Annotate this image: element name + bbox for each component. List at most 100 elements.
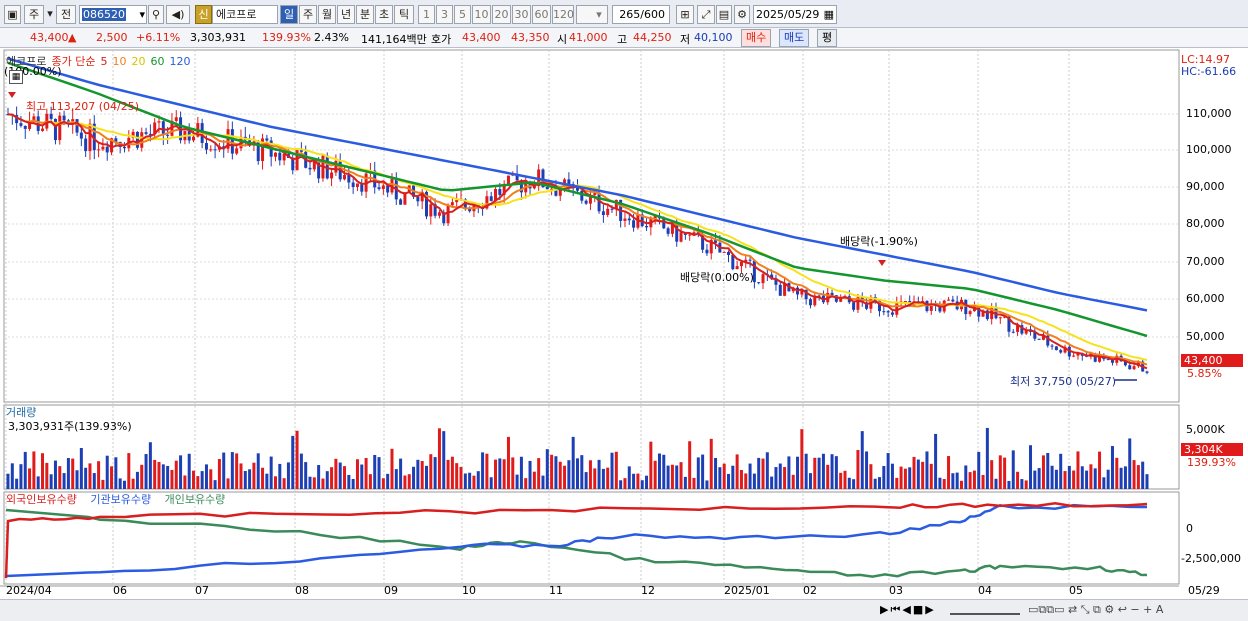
candle-body <box>88 123 92 152</box>
volume-bar <box>252 462 256 489</box>
num-20[interactable]: 20 <box>492 5 511 24</box>
period-second[interactable]: 초 <box>375 5 393 24</box>
candle-body <box>450 202 454 206</box>
window-icon[interactable]: ▣ <box>4 5 21 24</box>
period-day[interactable]: 일 <box>280 5 298 24</box>
candle-body <box>15 115 19 124</box>
stock-code-input[interactable]: 086520 ▾ <box>79 5 147 24</box>
volume-bar <box>744 473 748 489</box>
volume-bar <box>79 447 83 489</box>
num-60[interactable]: 60 <box>532 5 551 24</box>
price-axis-label: 100,000 <box>1186 143 1232 156</box>
candle-body <box>1059 350 1063 353</box>
candle-body <box>968 311 972 315</box>
volume-bar <box>1128 438 1132 489</box>
save-icon[interactable]: ▤ <box>716 5 732 24</box>
volume-bar <box>1106 469 1110 489</box>
eval-button[interactable]: 평 <box>817 29 838 47</box>
hc-value: HC:-61.66 <box>1181 65 1237 78</box>
period-week[interactable]: 주 <box>299 5 317 24</box>
candle-body <box>377 187 381 190</box>
volume-bar <box>826 464 830 489</box>
volume-bar <box>1020 479 1024 489</box>
candle-body <box>213 149 217 151</box>
calc-icon[interactable]: ▦ <box>9 70 23 84</box>
volume-bar <box>19 464 23 489</box>
volume-bar <box>709 438 713 489</box>
volume-bar <box>75 470 79 489</box>
search-icon[interactable]: ⚲ <box>148 5 164 24</box>
volume-bar <box>295 430 299 489</box>
volume-bar <box>1093 468 1097 489</box>
volume-bar <box>222 452 226 489</box>
num-30[interactable]: 30 <box>512 5 531 24</box>
volume-bar <box>1089 464 1093 489</box>
num-3[interactable]: 3 <box>436 5 453 24</box>
x-axis-label: 06 <box>113 584 127 597</box>
volume-bar <box>683 476 687 489</box>
tool-icons[interactable]: ▭⧉⧉▭ ⇄ ⤡ ⧉ ⚙ ↩ − + A <box>1028 603 1164 616</box>
candle-body <box>265 138 269 141</box>
period-year[interactable]: 년 <box>337 5 355 24</box>
chart-tool-icon[interactable]: ⊞ <box>676 5 694 24</box>
type-select-1[interactable]: 주 <box>24 5 44 24</box>
volume-bar <box>1145 474 1149 489</box>
period-month[interactable]: 월 <box>318 5 336 24</box>
lc-value: LC:14.97 <box>1181 53 1231 66</box>
period-minute[interactable]: 분 <box>356 5 374 24</box>
chart-area[interactable] <box>0 48 1248 599</box>
count-field[interactable]: 265/600 <box>612 5 670 24</box>
candle-body <box>291 157 295 171</box>
num-120[interactable]: 120 <box>552 5 574 24</box>
open-label: 시 <box>557 33 568 46</box>
gear-icon[interactable]: ⚙ <box>734 5 750 24</box>
sound-icon[interactable]: ◀) <box>166 5 190 24</box>
volume-bar <box>58 466 62 489</box>
volume-bar <box>481 452 485 489</box>
candle-body <box>679 232 683 242</box>
num-10[interactable]: 10 <box>472 5 491 24</box>
date-value: 2025/05/29 <box>756 8 820 21</box>
sell-button[interactable]: 매도 <box>779 29 810 47</box>
volume-bar <box>390 448 394 489</box>
x-axis-label: 05 <box>1069 584 1083 597</box>
custom-dropdown[interactable]: ▾ <box>576 5 608 24</box>
high-marker <box>8 92 16 98</box>
chevron-down-icon[interactable]: ▾ <box>47 7 53 20</box>
price-legend: 에코프로 종가 단순 5 10 20 60 120 <box>6 53 195 69</box>
date-field[interactable]: 2025/05/29 ▦ <box>753 5 837 24</box>
volume-bar <box>148 442 152 489</box>
zoom-icon[interactable]: ⤢ <box>697 5 715 24</box>
candle-body <box>990 307 994 320</box>
period-tick[interactable]: 틱 <box>394 5 414 24</box>
candle-body <box>817 295 821 297</box>
volume-bar <box>653 460 657 489</box>
buy-button[interactable]: 매수 <box>741 29 772 47</box>
candle-body <box>653 215 657 219</box>
volume-bar <box>338 462 342 489</box>
candle-body <box>174 117 178 121</box>
volume-bar <box>519 456 523 489</box>
num-1[interactable]: 1 <box>418 5 435 24</box>
volume-bar <box>321 478 325 489</box>
count-value: 265 <box>619 8 641 21</box>
volume-bar <box>304 462 308 489</box>
num-5[interactable]: 5 <box>454 5 471 24</box>
volume-bar <box>45 462 49 489</box>
volume-bar <box>567 460 571 489</box>
volume-bar <box>399 458 403 489</box>
zoom-slider[interactable] <box>950 603 1020 615</box>
volume-bar <box>239 463 243 489</box>
volume-bar <box>1059 453 1063 489</box>
volume-bar <box>524 478 528 489</box>
candle-body <box>170 120 174 136</box>
candle-body <box>714 239 718 243</box>
volume-bar <box>355 459 359 489</box>
playback-controls[interactable]: ▶⏮◀■▶ <box>880 603 936 616</box>
candle-body <box>666 228 670 234</box>
chevron-down-icon[interactable]: ▾ <box>139 8 145 21</box>
candle-body <box>614 199 618 209</box>
volume-bar <box>269 456 273 489</box>
type-select-2[interactable]: 전 <box>56 5 76 24</box>
calendar-icon[interactable]: ▦ <box>823 8 834 21</box>
